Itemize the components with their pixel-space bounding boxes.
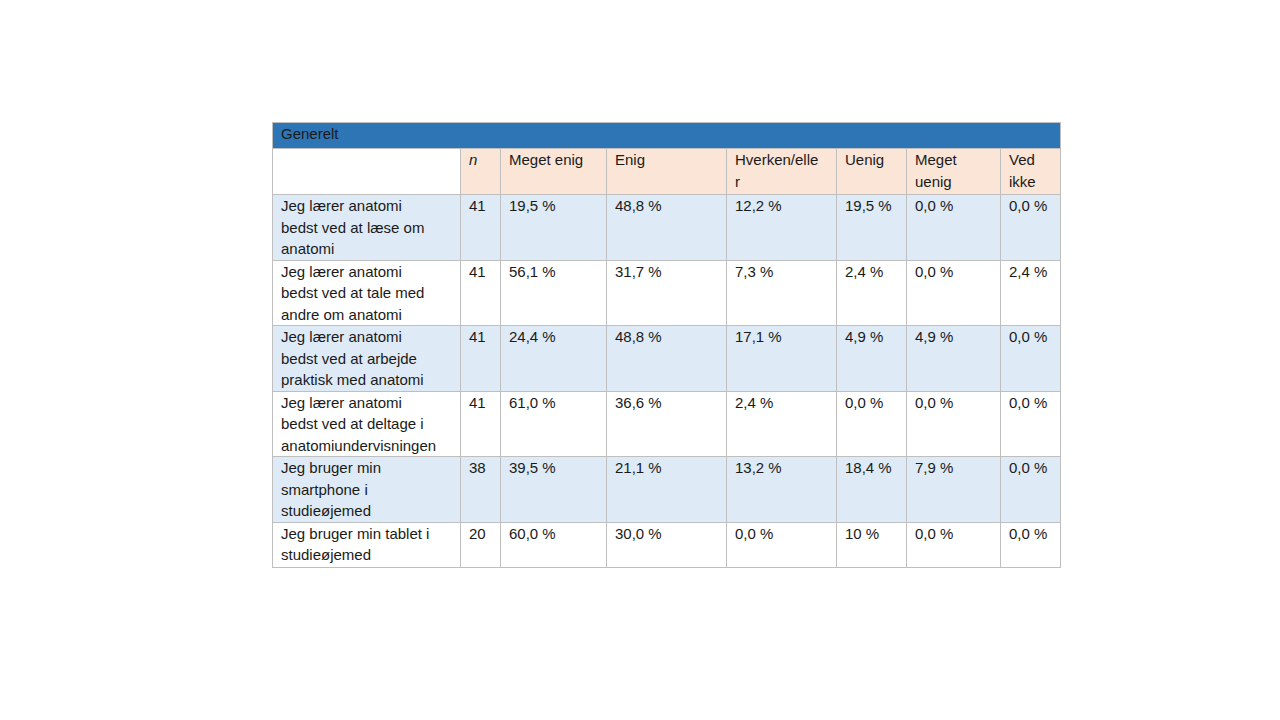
value-cell: 0,0 % <box>907 195 1001 261</box>
value-cell: 12,2 % <box>727 195 837 261</box>
value-cell: 0,0 % <box>837 391 907 457</box>
survey-table-container: Generelt n Meget enig Enig Hverken/elle … <box>272 122 1061 568</box>
header-cell-empty <box>273 149 461 195</box>
value-cell: 24,4 % <box>501 326 607 392</box>
value-cell: 60,0 % <box>501 522 607 567</box>
value-cell: 18,4 % <box>837 457 907 523</box>
value-cell: 39,5 % <box>501 457 607 523</box>
value-cell: 19,5 % <box>837 195 907 261</box>
value-cell: 31,7 % <box>607 260 727 326</box>
table-row: Jeg lærer anatomi bedst ved at deltage i… <box>273 391 1061 457</box>
value-cell: 0,0 % <box>907 391 1001 457</box>
question-cell: Jeg lærer anatomi bedst ved at deltage i… <box>273 391 461 457</box>
value-cell: 21,1 % <box>607 457 727 523</box>
value-cell: 48,8 % <box>607 195 727 261</box>
value-cell: 4,9 % <box>907 326 1001 392</box>
table-row: Jeg lærer anatomi bedst ved at læse om a… <box>273 195 1061 261</box>
question-cell: Jeg lærer anatomi bedst ved at tale med … <box>273 260 461 326</box>
value-cell: 7,3 % <box>727 260 837 326</box>
value-cell: 17,1 % <box>727 326 837 392</box>
header-cell-meget-uenig: Meget uenig <box>907 149 1001 195</box>
value-cell: 0,0 % <box>1001 522 1061 567</box>
table-row: Jeg bruger min smartphone i studieøjemed… <box>273 457 1061 523</box>
question-cell: Jeg lærer anatomi bedst ved at arbejde p… <box>273 326 461 392</box>
value-cell: 0,0 % <box>907 260 1001 326</box>
value-cell: 48,8 % <box>607 326 727 392</box>
value-cell: 0,0 % <box>907 522 1001 567</box>
table-row: Jeg bruger min tablet i studieøjemed 20 … <box>273 522 1061 567</box>
value-cell: 7,9 % <box>907 457 1001 523</box>
table-row: Jeg lærer anatomi bedst ved at arbejde p… <box>273 326 1061 392</box>
value-cell: 0,0 % <box>1001 457 1061 523</box>
value-cell: 19,5 % <box>501 195 607 261</box>
value-cell: 36,6 % <box>607 391 727 457</box>
value-cell: 61,0 % <box>501 391 607 457</box>
value-cell: 0,0 % <box>1001 326 1061 392</box>
value-cell: 13,2 % <box>727 457 837 523</box>
table-title: Generelt <box>273 123 1061 149</box>
value-cell: 30,0 % <box>607 522 727 567</box>
table-header-row: n Meget enig Enig Hverken/elle r Uenig M… <box>273 149 1061 195</box>
value-cell: 0,0 % <box>1001 391 1061 457</box>
header-cell-ved-ikke: Ved ikke <box>1001 149 1061 195</box>
header-cell-hverken-eller: Hverken/elle r <box>727 149 837 195</box>
n-cell: 41 <box>461 326 501 392</box>
question-cell: Jeg lærer anatomi bedst ved at læse om a… <box>273 195 461 261</box>
value-cell: 4,9 % <box>837 326 907 392</box>
value-cell: 56,1 % <box>501 260 607 326</box>
header-cell-n: n <box>461 149 501 195</box>
n-cell: 41 <box>461 195 501 261</box>
value-cell: 2,4 % <box>727 391 837 457</box>
table-title-row: Generelt <box>273 123 1061 149</box>
header-cell-uenig: Uenig <box>837 149 907 195</box>
value-cell: 0,0 % <box>1001 195 1061 261</box>
n-cell: 38 <box>461 457 501 523</box>
n-cell: 41 <box>461 391 501 457</box>
header-cell-enig: Enig <box>607 149 727 195</box>
value-cell: 10 % <box>837 522 907 567</box>
header-cell-meget-enig: Meget enig <box>501 149 607 195</box>
question-cell: Jeg bruger min smartphone i studieøjemed <box>273 457 461 523</box>
value-cell: 2,4 % <box>837 260 907 326</box>
page-canvas: Generelt n Meget enig Enig Hverken/elle … <box>0 0 1280 720</box>
value-cell: 0,0 % <box>727 522 837 567</box>
question-cell: Jeg bruger min tablet i studieøjemed <box>273 522 461 567</box>
survey-results-table: Generelt n Meget enig Enig Hverken/elle … <box>272 122 1061 568</box>
n-cell: 41 <box>461 260 501 326</box>
n-cell: 20 <box>461 522 501 567</box>
value-cell: 2,4 % <box>1001 260 1061 326</box>
table-row: Jeg lærer anatomi bedst ved at tale med … <box>273 260 1061 326</box>
